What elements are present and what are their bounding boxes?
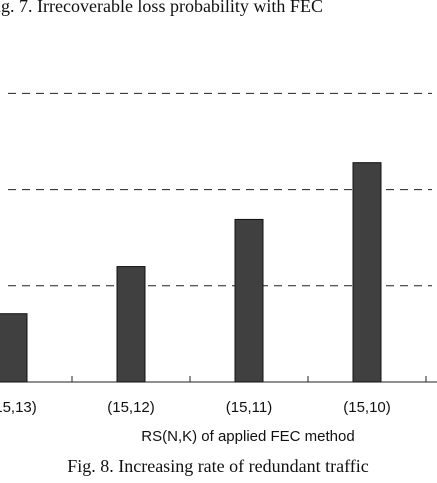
x-tick-label: (15,10) [343,399,391,416]
figure-7-caption: Fig. 7. Irrecoverable loss probability w… [0,0,323,16]
bar [116,266,146,383]
x-tick-label: (15,11) [226,399,272,416]
bar [234,218,264,383]
x-axis-label: RS(N,K) of applied FEC method [141,428,354,445]
x-tick-label: (15,12) [107,399,155,416]
x-tick-label: (15,13) [0,399,37,416]
bar [352,162,382,383]
bar [0,313,28,383]
figure-caption: Fig. 8. Increasing rate of redundant tra… [67,456,369,476]
